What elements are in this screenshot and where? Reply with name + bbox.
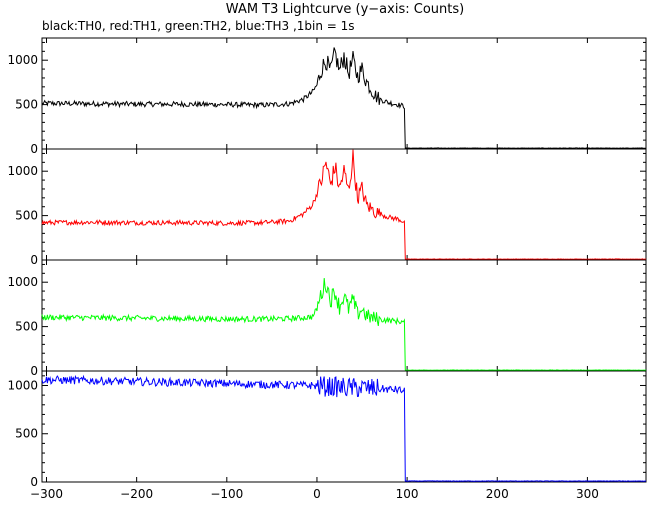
y-tick-label: 0 <box>30 253 38 267</box>
panel-th2: 0 500 1000 <box>7 259 647 378</box>
y-tick-label: 500 <box>15 209 38 223</box>
panel-th0: 0 500 1000 <box>7 37 647 156</box>
y-tick-label: 1000 <box>7 164 38 178</box>
panel-frame <box>41 370 647 483</box>
panel-frame <box>41 259 647 372</box>
series-line-th3 <box>41 374 647 482</box>
y-tick-label: 500 <box>15 320 38 334</box>
x-tick-label: −200 <box>120 487 153 501</box>
y-tick-label: 500 <box>15 427 38 441</box>
x-tick-label: −100 <box>210 487 243 501</box>
chart-subtitle: black:TH0, red:TH1, green:TH2, blue:TH3 … <box>42 19 355 33</box>
x-tick-label: −300 <box>30 487 63 501</box>
y-tick-label: 0 <box>30 475 38 489</box>
y-tick-label: 1000 <box>7 53 38 67</box>
y-tick-label: 0 <box>30 364 38 378</box>
x-tick-label: 0 <box>313 487 321 501</box>
x-tick-label: 100 <box>396 487 419 501</box>
chart-title: WAM T3 Lightcurve (y−axis: Counts) <box>226 2 464 17</box>
x-axis: −300 −200 −100 0 100 200 300 <box>30 487 599 501</box>
series-line-th0 <box>41 47 646 149</box>
y-tick-label: 0 <box>30 142 38 156</box>
x-tick-label: 200 <box>486 487 509 501</box>
x-tick-label: 300 <box>576 487 599 501</box>
y-tick-label: 500 <box>15 98 38 112</box>
panel-th3: 0 500 1000 <box>7 370 647 489</box>
series-line-th1 <box>41 149 646 260</box>
panel-th1: 0 500 1000 <box>7 148 647 267</box>
series-line-th2 <box>41 278 647 371</box>
y-tick-label: 1000 <box>7 378 38 392</box>
y-tick-label: 1000 <box>7 275 38 289</box>
